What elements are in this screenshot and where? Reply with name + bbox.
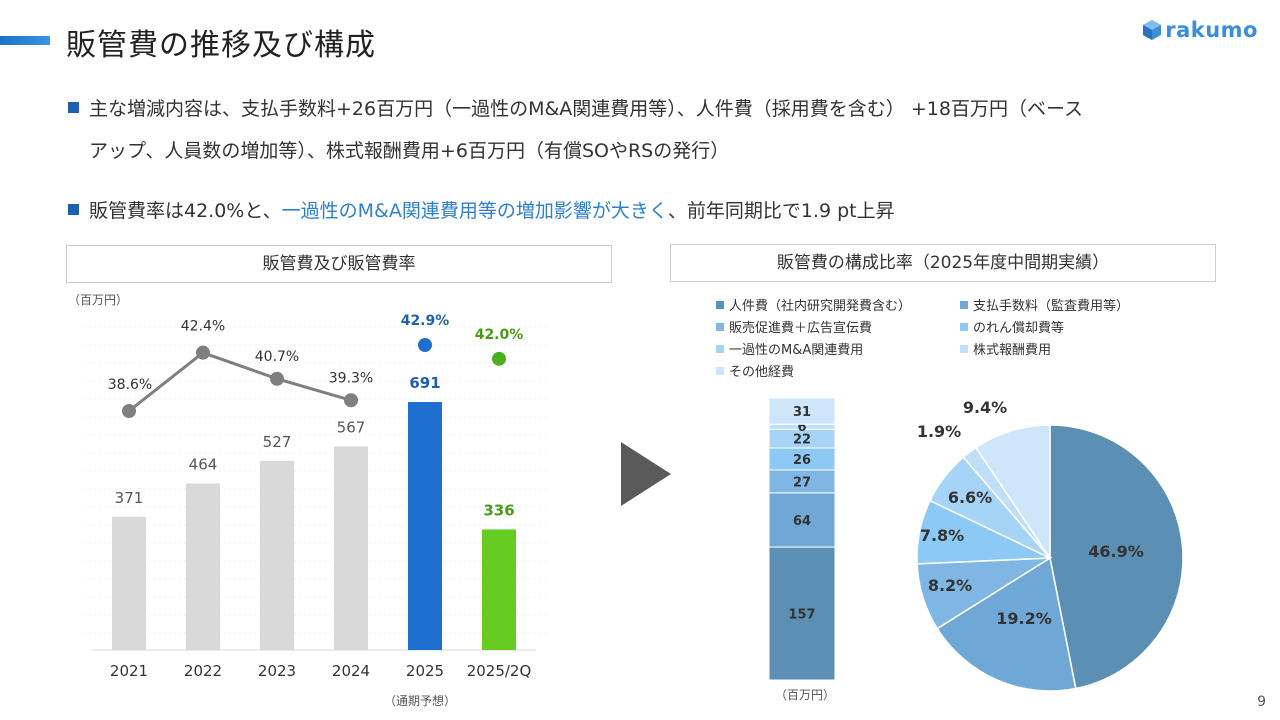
legend-item: 人件費（社内研究開発費含む） bbox=[716, 296, 960, 314]
ratio-label: 42.4% bbox=[181, 319, 225, 335]
ratio-label: 38.6% bbox=[108, 377, 152, 393]
pie-label: 9.4% bbox=[963, 398, 1007, 417]
bullet-2-highlight: 一過性のM&A関連費用等の増加影響が大きく bbox=[281, 200, 668, 222]
x-tick-label: 2021 bbox=[110, 662, 148, 680]
bullet-sga-ratio: 販管費率は42.0%と、一過性のM&A関連費用等の増加影響が大きく、前年同期比で… bbox=[68, 190, 895, 232]
ratio-line bbox=[128, 350, 352, 413]
stack-segment bbox=[768, 492, 836, 548]
cube-logo-icon bbox=[1143, 20, 1162, 40]
logo-text: rakumo bbox=[1165, 18, 1258, 42]
bar-value-label: 527 bbox=[263, 433, 292, 451]
pie-slice bbox=[974, 424, 1051, 561]
title-accent-bar bbox=[0, 36, 50, 45]
ratio-point bbox=[492, 351, 506, 366]
x-tick-label: 2024 bbox=[332, 662, 370, 680]
bar-2025 bbox=[408, 402, 442, 650]
legend-item: その他経費 bbox=[716, 362, 960, 380]
legend-label: 一過性のM&A関連費用 bbox=[729, 343, 864, 358]
bullet-square-icon bbox=[68, 204, 79, 215]
pie-label: 7.8% bbox=[920, 526, 964, 545]
bullet-1-line-2: アップ、人員数の増加等）、株式報酬費用+6百万円（有償SOやRSの発行） bbox=[89, 140, 730, 162]
ratio-point bbox=[418, 338, 432, 352]
bullet-1-line-1: 主な増減内容は、支払手数料+26百万円（一過性のM&A関連費用等）、人件費（採用… bbox=[89, 98, 1083, 120]
legend-item: のれん償却費等 bbox=[960, 318, 1196, 336]
pie-slice bbox=[1049, 424, 1184, 690]
composition-legend: 人件費（社内研究開発費含む） 支払手数料（監査費用等） 販売促進費＋広告宣伝費 のれん… bbox=[716, 296, 1196, 380]
stack-value-label: 22 bbox=[793, 433, 811, 448]
bar-2025/2Q bbox=[482, 529, 516, 650]
legend-label: 人件費（社内研究開発費含む） bbox=[729, 299, 912, 314]
ratio-point bbox=[122, 404, 136, 418]
stack-value-label: 157 bbox=[788, 608, 815, 623]
right-panel-title: 販管費の構成比率（2025年度中間期実績） bbox=[670, 244, 1216, 282]
legend-swatch bbox=[716, 366, 724, 375]
pie-slice bbox=[936, 556, 1077, 692]
stack-value-label: 64 bbox=[793, 514, 811, 529]
stack-value-label: 31 bbox=[793, 405, 811, 420]
legend-swatch bbox=[716, 322, 724, 331]
bar-value-label: 464 bbox=[189, 455, 218, 473]
bullet-sga-changes: 主な増減内容は、支払手数料+26百万円（一過性のM&A関連費用等）、人件費（採用… bbox=[68, 88, 1228, 172]
bar-value-label: 691 bbox=[409, 374, 440, 392]
legend-swatch bbox=[960, 344, 968, 353]
page-number: 9 bbox=[1257, 694, 1266, 710]
ratio-point bbox=[344, 393, 358, 408]
stack-value-label: 6 bbox=[797, 420, 806, 435]
legend-swatch bbox=[716, 300, 724, 309]
pie-label: 8.2% bbox=[928, 576, 972, 595]
forecast-note: （通期予想） bbox=[384, 694, 457, 708]
stack-value-label: 26 bbox=[793, 453, 811, 468]
bar-2021 bbox=[112, 516, 146, 650]
legend-item: 支払手数料（監査費用等） bbox=[960, 296, 1196, 314]
pie-label: 46.9% bbox=[1088, 542, 1144, 561]
legend-label: 支払手数料（監査費用等） bbox=[973, 299, 1130, 314]
x-tick-label: 2022 bbox=[184, 662, 222, 680]
stacked-unit-label: （百万円） bbox=[775, 688, 836, 702]
bar-value-label: 336 bbox=[483, 501, 514, 519]
ratio-label: 42.0% bbox=[475, 327, 524, 343]
bar-2023 bbox=[260, 460, 294, 650]
ratio-label: 40.7% bbox=[255, 349, 299, 365]
x-tick-label: 2025 bbox=[406, 662, 444, 680]
bar-2022 bbox=[186, 483, 220, 650]
bar-2024 bbox=[334, 446, 368, 650]
x-tick-label: 2025/2Q bbox=[467, 662, 532, 680]
slide-title: 販管費の推移及び構成 bbox=[66, 28, 376, 63]
company-logo: rakumo bbox=[1143, 18, 1258, 42]
left-unit-label: （百万円） bbox=[68, 293, 129, 307]
pie-label: 6.6% bbox=[948, 488, 992, 507]
bullet-2-post: 、前年同期比で1.9 pt上昇 bbox=[667, 200, 895, 222]
legend-item: 一過性のM&A関連費用 bbox=[716, 340, 960, 358]
bullet-square-icon bbox=[68, 102, 79, 113]
bar-value-label: 371 bbox=[115, 489, 144, 507]
bar-value-label: 567 bbox=[337, 419, 366, 437]
ratio-label: 39.3% bbox=[329, 370, 373, 386]
legend-swatch bbox=[716, 344, 724, 353]
stack-value-label: 27 bbox=[793, 475, 811, 490]
x-tick-label: 2023 bbox=[258, 662, 296, 680]
legend-item: 販売促進費＋広告宣伝費 bbox=[716, 318, 960, 336]
legend-label: のれん償却費等 bbox=[973, 321, 1065, 336]
ratio-point bbox=[196, 345, 210, 360]
ratio-point bbox=[270, 371, 284, 386]
sga-bar-line-chart: 371 2021 464 2022 527 2023 567 2024 691 2025 336 20… bbox=[84, 313, 548, 680]
pie-label: 1.9% bbox=[917, 422, 961, 441]
stack-segment bbox=[768, 397, 836, 425]
left-panel-title: 販管費及び販管費率 bbox=[66, 245, 612, 283]
right-arrow-icon bbox=[621, 442, 671, 506]
legend-label: その他経費 bbox=[729, 365, 795, 380]
legend-label: 販売促進費＋広告宣伝費 bbox=[729, 321, 873, 336]
legend-swatch bbox=[960, 300, 968, 309]
bullet-2-pre: 販管費率は42.0%と、 bbox=[89, 200, 282, 222]
pie-label: 19.2% bbox=[996, 609, 1052, 628]
legend-swatch bbox=[960, 322, 968, 331]
legend-label: 株式報酬費用 bbox=[973, 343, 1052, 358]
ratio-label: 42.9% bbox=[401, 313, 450, 329]
legend-item: 株式報酬費用 bbox=[960, 340, 1196, 358]
